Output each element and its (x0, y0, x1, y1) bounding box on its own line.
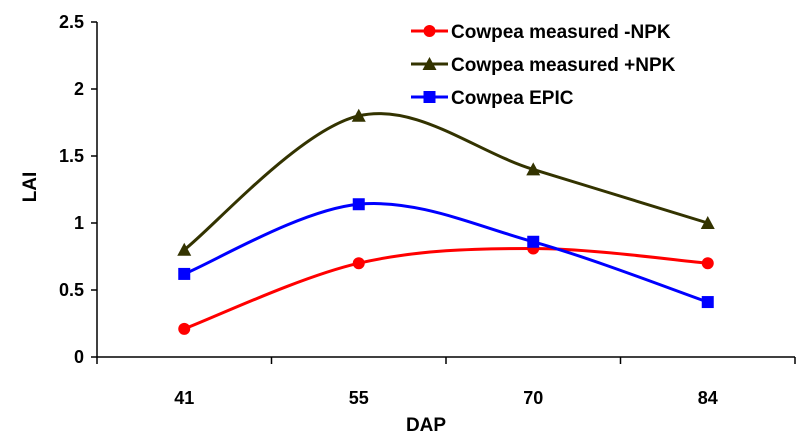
data-point-triangle (526, 162, 541, 176)
legend-entry: Cowpea measured -NPK (411, 22, 671, 43)
data-point-triangle (177, 242, 192, 256)
data-point-circle (352, 257, 365, 270)
legend-marker-triangle (422, 57, 437, 70)
y-tick-label: 2.5 (59, 12, 84, 32)
series-square (178, 198, 714, 309)
legend-label: Cowpea measured +NPK (451, 55, 676, 76)
x-axis-title: DAP (406, 415, 446, 436)
y-tick-label: 0 (74, 347, 84, 367)
y-tick-label: 1.5 (59, 146, 84, 166)
legend: Cowpea measured -NPK Cowpea measured +NPK… (411, 22, 676, 109)
data-point-triangle (700, 216, 715, 229)
series-line (183, 246, 708, 331)
x-tick-label: 55 (349, 388, 369, 408)
tick-labels: 0 0.5 1 1.5 2 2.5 41 55 70 84 (59, 12, 718, 408)
data-point-square (701, 296, 714, 309)
series-circle (178, 242, 714, 335)
data-point-circle (178, 322, 191, 335)
legend-entry: Cowpea measured +NPK (411, 55, 676, 76)
legend-label: Cowpea measured -NPK (451, 22, 671, 43)
legend-entry: Cowpea EPIC (411, 88, 574, 109)
series-line (183, 112, 709, 251)
data-point-square (527, 235, 540, 248)
legend-label: Cowpea EPIC (451, 88, 574, 109)
series-triangle (177, 108, 715, 256)
data-point-square (352, 198, 365, 211)
legend-marker-square (423, 91, 436, 103)
x-tick-label: 41 (174, 388, 194, 408)
y-axis-title: LAI (20, 172, 41, 203)
y-tick-label: 1 (74, 213, 84, 233)
series-lines (177, 108, 715, 335)
data-point-square (178, 267, 191, 280)
x-tick-label: 84 (698, 388, 718, 408)
x-tick-label: 70 (523, 388, 543, 408)
series-line (183, 202, 709, 304)
data-point-triangle (351, 108, 366, 122)
legend-marker-circle (423, 25, 436, 37)
y-tick-label: 2 (74, 79, 84, 99)
y-tick-label: 0.5 (59, 280, 84, 300)
data-point-circle (701, 257, 714, 270)
axes (91, 21, 796, 364)
